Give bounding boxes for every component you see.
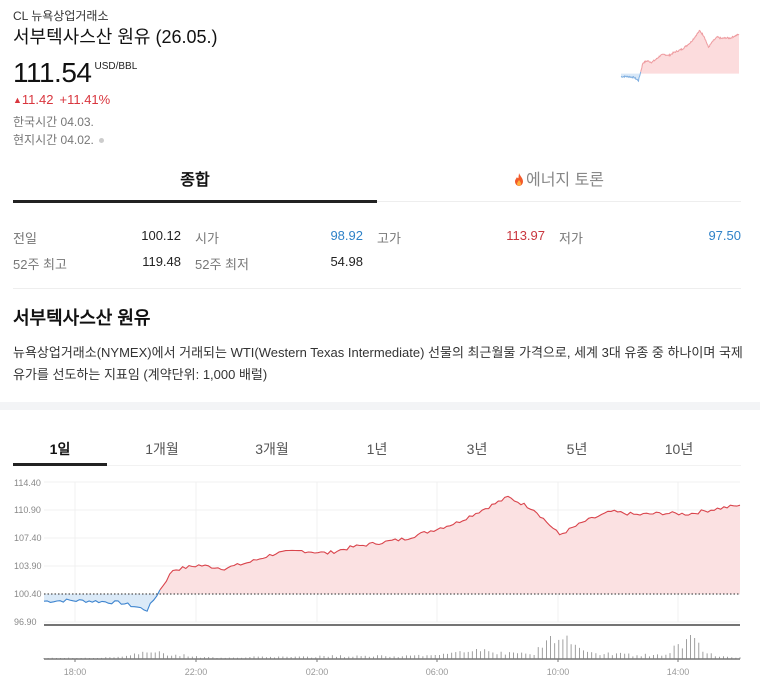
price-change: ▲11.42 +11.41% [13,91,613,109]
stats-row-2: 52주 최고 119.48 52주 최저 54.98 [13,250,741,276]
instrument-title: 서부텍사스산 원유 (26.05.) [13,27,218,47]
y-tick: 100.40 [14,589,42,599]
korea-time: 한국시간 04.03. [13,113,613,131]
local-time-label: 현지시간 [13,133,58,147]
period-3m[interactable]: 3개월 [255,441,289,457]
flame-icon [514,173,523,186]
x-tick: 06:00 [425,667,449,677]
current-price: 111.54 [13,57,92,88]
intraday-price-chart[interactable]: 114.40 110.90 107.40 103.90 100.40 96.90… [0,472,760,689]
x-tick: 14:00 [666,667,690,677]
stat-52w-high: 52주 최고 119.48 [13,253,181,272]
description-heading: 서부텍사스산 원유 [13,308,151,328]
stat-52w-low: 52주 최저 54.98 [195,253,363,272]
y-tick: 114.40 [14,478,41,488]
y-tick: 96.90 [14,617,37,627]
section-divider [0,402,760,410]
stat-open: 시가 98.92 [195,227,363,246]
instrument-description: 서부텍사스산 원유 뉴욕상업거래소(NYMEX)에서 거래되는 WTI(West… [13,306,743,386]
price-unit: USD/BBL [94,61,138,72]
stats-row-1: 전일 100.12 시가 98.92 고가 113.97 저가 97.50 [13,224,741,250]
local-time-value: 04.02. [60,133,94,147]
period-1m[interactable]: 1개월 [145,441,179,457]
period-1d[interactable]: 1일 [13,434,107,466]
period-5y[interactable]: 5년 [566,441,588,457]
tab-overview[interactable]: 종합 [13,160,377,203]
x-tick: 02:00 [305,667,329,677]
divider [13,288,741,289]
x-tick: 10:00 [546,667,570,677]
period-1y[interactable]: 1년 [366,441,388,457]
period-3y[interactable]: 3년 [466,441,488,457]
y-tick: 107.40 [14,533,42,543]
stat-high: 고가 113.97 [377,227,545,246]
period-tabs: 1일 1개월 3개월 1년 3년 5년 10년 [13,434,741,466]
tab-energy-discussion[interactable]: 에너지 토론 [377,160,741,201]
x-tick: 18:00 [63,667,87,677]
y-tick: 110.90 [14,505,41,515]
chart-plot-area [43,481,741,662]
triangle-up-icon: ▲ [13,95,22,105]
stat-low: 저가 97.50 [559,227,741,246]
x-tick: 22:00 [184,667,208,677]
exchange-label: CL 뉴욕상업거래소 [13,9,109,23]
change-percent: +11.41% [59,92,111,107]
local-time: 현지시간 04.02. [13,131,613,149]
korea-time-value: 04.03. [60,115,94,129]
mini-sparkline-chart [620,29,740,83]
y-tick: 103.90 [14,561,42,571]
market-status-dot [98,138,104,143]
price-stats: 전일 100.12 시가 98.92 고가 113.97 저가 97.50 52주 최고… [13,224,741,276]
quote-header: CL 뉴욕상업거래소 서부텍사스산 원유 (26.05.) 111.54 USD… [13,8,613,149]
detail-tabs: 종합 에너지 토론 [13,160,741,203]
stat-prev-close: 전일 100.12 [13,227,181,246]
period-10y[interactable]: 10년 [664,441,694,457]
description-body: 뉴욕상업거래소(NYMEX)에서 거래되는 WTI(Western Texas … [13,345,743,382]
korea-time-label: 한국시간 [13,115,58,129]
change-amount: 11.42 [21,92,54,107]
